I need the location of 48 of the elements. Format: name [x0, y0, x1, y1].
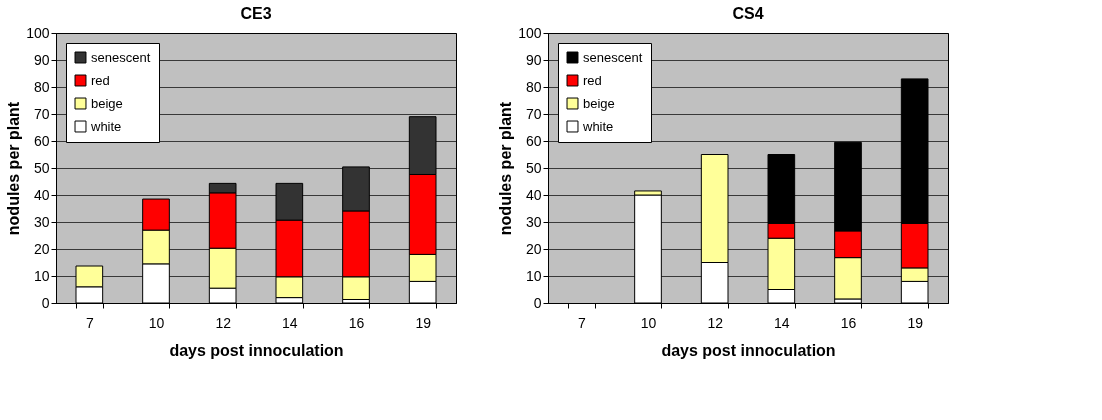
legend-label: white: [582, 118, 614, 134]
y-tick-label: 30: [525, 213, 542, 230]
y-tick-label: 90: [525, 51, 542, 68]
y-tick-label: 30: [33, 213, 50, 230]
y-tick-label: 70: [525, 105, 542, 122]
x-tick-label: 16: [348, 314, 365, 331]
legend-label: senescent: [583, 49, 643, 65]
x-tick-label: 19: [907, 314, 924, 331]
y-tick-label: 80: [525, 78, 542, 95]
y-tick-label: 80: [33, 78, 50, 95]
legend-label: red: [91, 72, 110, 88]
x-tick-label: 10: [148, 314, 165, 331]
x-axis-title: days post innoculation: [169, 341, 344, 359]
legend-label: red: [583, 72, 602, 88]
x-axis-title: days post innoculation: [661, 341, 836, 359]
legend-label: beige: [91, 95, 123, 111]
y-tick-label: 20: [525, 240, 542, 257]
legend-label: senescent: [91, 49, 151, 65]
y-tick-label: 20: [33, 240, 50, 257]
y-axis-title: nodules per plant: [497, 101, 515, 236]
x-tick-label: 19: [415, 314, 432, 331]
x-tick-label: 10: [640, 314, 657, 331]
x-tick-label: 12: [707, 314, 724, 331]
chart-title: CE3: [240, 5, 272, 22]
y-tick-label: 10: [525, 267, 542, 284]
y-tick-label: 100: [518, 24, 542, 41]
y-tick-label: 40: [525, 186, 542, 203]
legend-label: beige: [583, 95, 615, 111]
x-tick-label: 14: [282, 314, 298, 331]
y-tick-label: 40: [33, 186, 50, 203]
x-tick-label: 14: [774, 314, 790, 331]
x-tick-label: 16: [840, 314, 857, 331]
chart-title: CS4: [732, 5, 764, 22]
y-tick-label: 50: [33, 159, 50, 176]
x-tick-label: 7: [85, 314, 94, 331]
y-tick-label: 90: [33, 51, 50, 68]
y-tick-label: 50: [525, 159, 542, 176]
legend-label: white: [90, 118, 122, 134]
y-tick-label: 70: [33, 105, 50, 122]
y-axis-title: nodules per plant: [5, 101, 23, 236]
x-tick-label: 12: [215, 314, 232, 331]
x-tick-label: 7: [577, 314, 586, 331]
y-tick-label: 0: [533, 294, 542, 311]
y-tick-label: 60: [33, 132, 50, 149]
y-tick-label: 10: [33, 267, 50, 284]
y-tick-label: 0: [41, 294, 50, 311]
y-tick-label: 60: [525, 132, 542, 149]
y-tick-label: 100: [26, 24, 50, 41]
